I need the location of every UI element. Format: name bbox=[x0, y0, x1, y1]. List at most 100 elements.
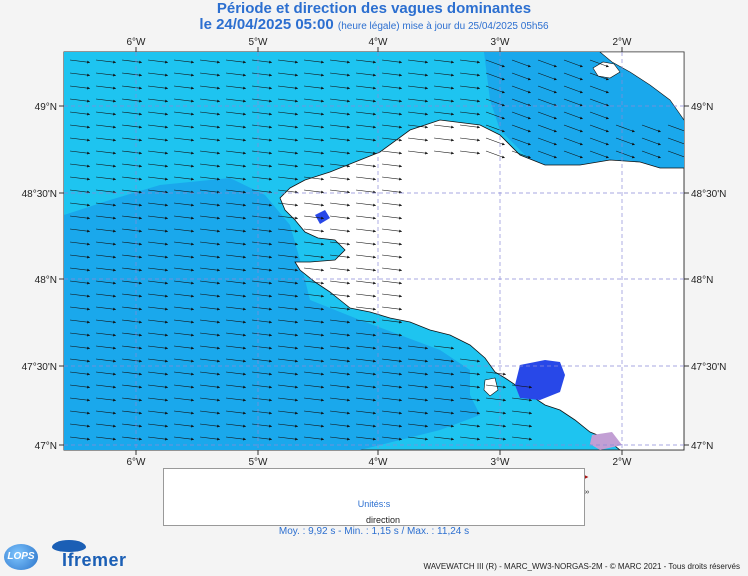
direction-arrow bbox=[381, 436, 402, 440]
direction-arrow bbox=[251, 137, 272, 141]
direction-arrow bbox=[225, 59, 246, 63]
direction-arrow bbox=[381, 202, 402, 206]
direction-arrow-head bbox=[399, 411, 402, 415]
direction-arrow bbox=[589, 137, 609, 146]
direction-arrow-head bbox=[217, 203, 220, 207]
direction-arrow-head bbox=[373, 385, 376, 389]
direction-arrow-head bbox=[113, 372, 116, 376]
direction-arrow bbox=[251, 384, 272, 388]
direction-arrow-head bbox=[165, 268, 168, 272]
direction-arrow bbox=[355, 228, 376, 232]
direction-arrow bbox=[381, 59, 402, 63]
direction-arrow bbox=[589, 59, 609, 68]
direction-arrow bbox=[303, 150, 324, 154]
direction-arrow-head bbox=[451, 437, 454, 441]
direction-arrow-head bbox=[113, 346, 116, 350]
direction-arrow-head bbox=[191, 359, 194, 363]
direction-arrow bbox=[69, 436, 90, 440]
direction-arrow bbox=[147, 150, 168, 154]
direction-arrow-head bbox=[243, 307, 246, 311]
land-belle-ile bbox=[483, 377, 499, 397]
direction-arrow bbox=[121, 137, 142, 141]
direction-arrow-head bbox=[139, 320, 142, 324]
direction-arrow-head bbox=[113, 164, 116, 168]
direction-arrow bbox=[173, 241, 194, 245]
direction-arrow bbox=[537, 98, 557, 107]
direction-arrow-head bbox=[113, 281, 116, 285]
direction-arrow-head bbox=[243, 242, 246, 246]
direction-arrow bbox=[121, 358, 142, 362]
direction-arrow-head bbox=[503, 437, 506, 441]
direction-arrow bbox=[381, 189, 402, 193]
direction-arrow bbox=[251, 358, 272, 362]
direction-arrow bbox=[381, 111, 402, 115]
direction-arrow-head bbox=[139, 203, 142, 207]
direction-arrow-head bbox=[139, 268, 142, 272]
direction-arrow-head bbox=[295, 346, 298, 350]
direction-arrow bbox=[329, 384, 350, 388]
direction-arrow bbox=[511, 59, 531, 68]
direction-arrow bbox=[225, 124, 246, 128]
direction-arrow-head bbox=[139, 164, 142, 168]
direction-arrow-head bbox=[373, 346, 376, 350]
direction-arrow bbox=[459, 59, 480, 63]
direction-arrow bbox=[199, 280, 220, 284]
direction-arrow-head bbox=[165, 424, 168, 428]
direction-arrow bbox=[329, 176, 350, 180]
direction-arrow bbox=[355, 384, 376, 388]
direction-arrow-head bbox=[295, 268, 298, 272]
direction-arrow bbox=[355, 397, 376, 401]
direction-arrow-head bbox=[527, 90, 531, 94]
direction-arrow bbox=[459, 436, 480, 440]
direction-arrow bbox=[303, 410, 324, 414]
direction-arrow-head bbox=[295, 216, 298, 220]
direction-arrow-head bbox=[425, 60, 428, 64]
direction-arrow bbox=[147, 280, 168, 284]
direction-arrow bbox=[277, 215, 298, 219]
direction-arrow bbox=[381, 72, 402, 76]
direction-arrow-head bbox=[373, 203, 376, 207]
direction-arrow-head bbox=[113, 151, 116, 155]
direction-arrow-head bbox=[321, 203, 324, 207]
direction-arrow-head bbox=[605, 116, 609, 120]
direction-arrow bbox=[329, 163, 350, 167]
direction-arrow bbox=[459, 124, 480, 128]
direction-arrow bbox=[69, 150, 90, 154]
direction-arrow-head bbox=[165, 177, 168, 181]
direction-arrow bbox=[69, 306, 90, 310]
direction-arrow-head bbox=[477, 99, 480, 103]
direction-arrow-head bbox=[191, 73, 194, 77]
direction-arrow-head bbox=[553, 129, 557, 133]
direction-arrow bbox=[303, 228, 324, 232]
direction-arrow-head bbox=[295, 73, 298, 77]
direction-arrow bbox=[511, 150, 531, 159]
direction-arrow-head bbox=[501, 90, 505, 94]
direction-arrow-head bbox=[553, 155, 557, 159]
direction-arrow-head bbox=[373, 99, 376, 103]
direction-arrow bbox=[199, 85, 220, 89]
direction-arrow-head bbox=[321, 307, 324, 311]
direction-arrow bbox=[173, 137, 194, 141]
direction-arrow-head bbox=[477, 86, 480, 90]
direction-arrow bbox=[251, 280, 272, 284]
direction-arrow-head bbox=[373, 333, 376, 337]
direction-arrow-head bbox=[165, 203, 168, 207]
direction-arrow bbox=[69, 319, 90, 323]
date-text: le 24/04/2025 05:00 bbox=[199, 16, 334, 33]
direction-arrow-head bbox=[113, 333, 116, 337]
direction-arrow-head bbox=[217, 385, 220, 389]
direction-arrow-head bbox=[425, 86, 428, 90]
direction-arrow bbox=[121, 319, 142, 323]
direction-arrow bbox=[355, 202, 376, 206]
direction-arrow-head bbox=[373, 307, 376, 311]
direction-arrow-head bbox=[451, 372, 454, 376]
direction-arrow bbox=[121, 267, 142, 271]
direction-arrow-head bbox=[321, 320, 324, 324]
direction-arrow bbox=[251, 228, 272, 232]
direction-arrow-head bbox=[191, 164, 194, 168]
direction-arrow bbox=[433, 59, 454, 63]
direction-arrow bbox=[277, 85, 298, 89]
direction-arrow bbox=[277, 59, 298, 63]
direction-arrow-head bbox=[373, 411, 376, 415]
direction-arrow bbox=[121, 371, 142, 375]
